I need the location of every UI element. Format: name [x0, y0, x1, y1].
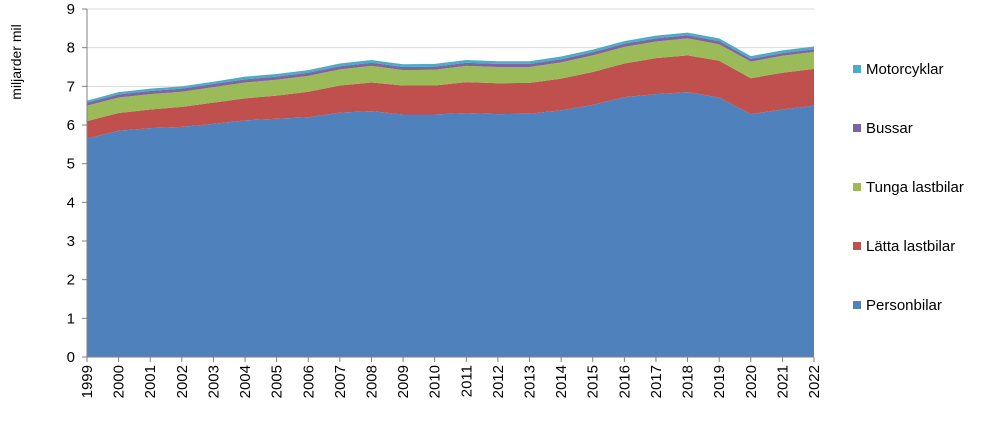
area-tunga-lastbilar — [87, 38, 814, 122]
y-tick-label-5: 5 — [67, 156, 75, 173]
area-series-group — [87, 32, 814, 357]
y-tick-labels: 0 1 2 3 4 5 6 7 8 9 — [67, 1, 75, 366]
x-tick-label-2014: 2014 — [553, 365, 570, 398]
x-tick-label-2017: 2017 — [648, 365, 665, 398]
x-tick-label-2012: 2012 — [490, 365, 507, 398]
x-tick-label-2021: 2021 — [774, 365, 791, 398]
legend-swatch-bussar — [853, 124, 861, 132]
x-tick-label-2011: 2011 — [458, 365, 475, 397]
y-tick-label-3: 3 — [67, 233, 75, 250]
legend-label-bussar: Bussar — [866, 120, 913, 137]
area-personbilar — [87, 92, 814, 357]
y-tick-label-8: 8 — [67, 40, 75, 57]
y-tick-label-4: 4 — [67, 194, 75, 211]
x-tick-label-2005: 2005 — [269, 365, 286, 398]
x-tick-label-2010: 2010 — [427, 365, 444, 398]
legend: Motorcyklar Bussar Tunga lastbilar Lätta la… — [853, 61, 964, 314]
x-tick-label-2008: 2008 — [363, 365, 380, 398]
y-axis-label: miljarder mil — [8, 24, 24, 99]
x-tick-label-2018: 2018 — [680, 365, 697, 398]
x-tick-label-2001: 2001 — [142, 365, 159, 398]
x-tick-label-2002: 2002 — [174, 365, 191, 398]
legend-swatch-personbilar — [853, 301, 861, 309]
x-tick-label-2000: 2000 — [111, 365, 128, 398]
x-tick-label-2015: 2015 — [585, 365, 602, 398]
y-tick-label-0: 0 — [67, 349, 75, 366]
x-tick-label-2016: 2016 — [616, 365, 633, 398]
x-tick-label-2022: 2022 — [806, 365, 823, 398]
legend-label-l-tta-lastbilar: Lätta lastbilar — [866, 238, 955, 255]
legend-swatch-l-tta-lastbilar — [853, 242, 861, 250]
x-tick-label-2009: 2009 — [395, 365, 412, 398]
legend-label-tunga-lastbilar: Tunga lastbilar — [866, 179, 964, 196]
axes — [82, 8, 815, 362]
y-tick-label-7: 7 — [67, 78, 75, 95]
x-tick-label-1999: 1999 — [79, 365, 96, 398]
y-tick-label-1: 1 — [67, 310, 75, 327]
y-tick-label-6: 6 — [67, 117, 75, 134]
x-tick-label-2019: 2019 — [711, 365, 728, 398]
legend-label-motorcyklar: Motorcyklar — [866, 61, 944, 78]
legend-label-personbilar: Personbilar — [866, 297, 942, 314]
x-tick-labels: 1999 2000 2001 2002 2003 2004 2005 2006 2007 2008… — [79, 365, 823, 398]
y-tick-label-2: 2 — [67, 272, 75, 289]
x-tick-label-2006: 2006 — [300, 365, 317, 398]
x-tick-label-2020: 2020 — [743, 365, 760, 398]
legend-swatch-motorcyklar — [853, 65, 861, 73]
x-tick-label-2013: 2013 — [522, 365, 539, 398]
x-tick-label-2003: 2003 — [205, 365, 222, 398]
x-tick-label-2004: 2004 — [237, 365, 254, 398]
area-l-tta-lastbilar — [87, 55, 814, 139]
y-tick-label-9: 9 — [67, 1, 75, 18]
legend-swatch-tunga-lastbilar — [853, 183, 861, 191]
x-tick-label-2007: 2007 — [332, 365, 349, 398]
